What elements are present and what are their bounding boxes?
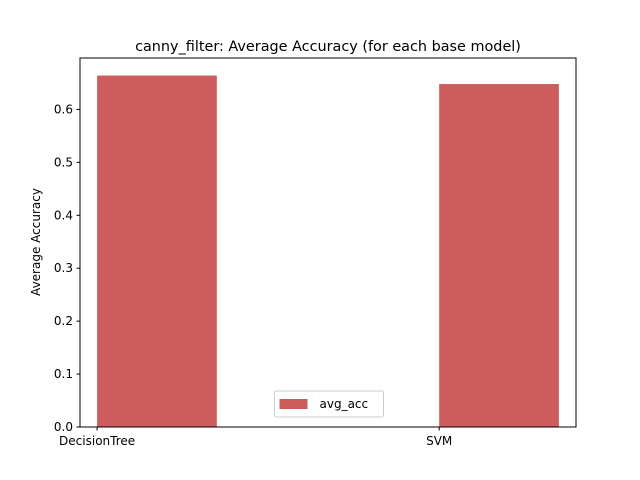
- y-tick-label: 0.5: [54, 155, 73, 169]
- y-tick-label: 0.4: [54, 208, 73, 222]
- x-axis-ticks: DecisionTree SVM: [59, 427, 452, 448]
- y-tick-label: 0.1: [54, 367, 73, 381]
- x-tick-label-svm: SVM: [426, 434, 452, 448]
- legend-label-avg-acc: avg_acc: [320, 397, 369, 411]
- y-axis-label: Average Accuracy: [29, 188, 43, 296]
- legend-swatch-avg-acc: [279, 399, 308, 409]
- y-tick-label: 0.0: [54, 420, 73, 434]
- bar-svm: [439, 84, 559, 428]
- y-tick-label: 0.2: [54, 314, 73, 328]
- bar-decisiontree: [97, 75, 217, 428]
- legend[interactable]: avg_acc: [274, 390, 384, 418]
- y-tick-label: 0.3: [54, 261, 73, 275]
- y-axis-ticks: 0.0 0.1 0.2 0.3 0.4 0.5 0.6: [54, 102, 80, 434]
- bars-group: [97, 75, 559, 428]
- x-tick-label-decisiontree: DecisionTree: [59, 434, 135, 448]
- y-tick-label: 0.6: [54, 102, 73, 116]
- legend-box: [274, 390, 384, 418]
- axes-frame: [79, 57, 577, 428]
- chart-title: canny_filter: Average Accuracy (for each…: [135, 39, 521, 55]
